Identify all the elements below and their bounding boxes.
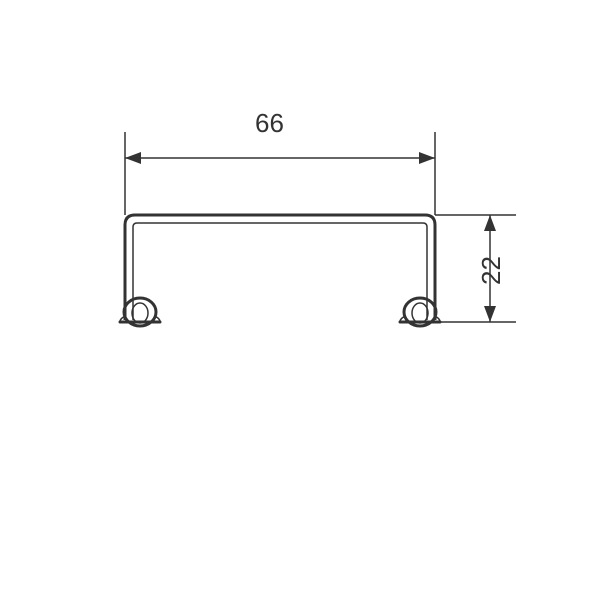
dim-height-label: 22 [476, 256, 506, 285]
technical-drawing: 66 22 [0, 0, 600, 600]
foot-right-eyelet-inner [412, 303, 428, 323]
bracket-outer [125, 215, 435, 320]
foot-left-eyelet-inner [132, 303, 148, 323]
dim-width-label: 66 [255, 108, 284, 138]
dim-width-arrow-left [125, 152, 141, 164]
dim-height-arrow-bottom [484, 306, 496, 322]
bracket-inner [133, 223, 427, 320]
dim-height-arrow-top [484, 215, 496, 231]
dim-width-arrow-right [419, 152, 435, 164]
